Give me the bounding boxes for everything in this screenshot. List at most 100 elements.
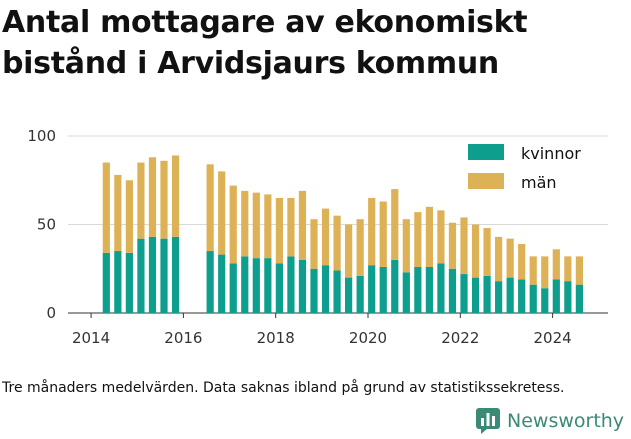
bar-kvinnor — [460, 274, 468, 313]
x-tick: 2020 — [349, 329, 387, 347]
bar-man — [379, 201, 387, 267]
bar-kvinnor — [252, 258, 260, 313]
bar-kvinnor — [114, 251, 122, 313]
x-tick: 2024 — [534, 329, 572, 347]
legend: kvinnor män — [468, 144, 581, 192]
bar-kvinnor — [529, 284, 537, 313]
bar-man — [529, 256, 537, 285]
bar-man — [218, 171, 226, 255]
bar-kvinnor — [541, 288, 549, 313]
bar-man — [241, 190, 249, 257]
bar-kvinnor — [414, 266, 422, 313]
bar-kvinnor — [425, 266, 433, 313]
bar-man — [564, 256, 572, 282]
bar-man — [160, 160, 168, 239]
bar-man — [114, 174, 122, 252]
bar-man — [460, 217, 468, 275]
bar-man — [137, 162, 145, 239]
y-tick-label: 0 — [46, 304, 56, 322]
bar-kvinnor — [506, 277, 514, 313]
bar-man — [414, 212, 422, 267]
bar-kvinnor — [137, 238, 145, 313]
bar-kvinnor — [321, 265, 330, 313]
bar-kvinnor — [298, 259, 307, 313]
bar-man — [148, 157, 157, 237]
chart-title: Antal mottagare av ekonomiskt bistånd i … — [2, 5, 528, 81]
bar-kvinnor — [483, 275, 491, 313]
bar-man — [471, 224, 480, 278]
x-tick-label: 2020 — [349, 329, 387, 347]
bar-kvinnor — [391, 259, 399, 313]
chart-caption: Tre månaders medelvärden. Data saknas ib… — [2, 380, 565, 396]
bar-man — [264, 194, 272, 259]
bar-kvinnor — [125, 252, 133, 313]
bar-man — [368, 197, 376, 266]
bar-man — [125, 180, 133, 253]
bar-man — [402, 219, 410, 273]
bar-man — [171, 155, 180, 237]
bar-kvinnor — [333, 270, 341, 313]
y-tick-label: 50 — [37, 216, 56, 234]
bar-kvinnor — [218, 254, 226, 313]
bar-man — [425, 206, 433, 267]
bar-man — [229, 185, 237, 264]
bar-kvinnor — [310, 268, 318, 313]
bar-kvinnor — [102, 252, 110, 313]
bar-man — [506, 238, 514, 278]
y-tick: 50 — [37, 216, 56, 234]
bar-kvinnor — [495, 281, 503, 313]
bar-man — [102, 162, 110, 253]
bar-kvinnor — [552, 279, 560, 313]
bar-kvinnor — [264, 258, 272, 313]
legend-swatch — [468, 144, 504, 160]
x-tick: 2016 — [164, 329, 202, 347]
bar-kvinnor — [171, 236, 180, 313]
bar-kvinnor — [437, 263, 445, 313]
x-tick: 2018 — [257, 329, 295, 347]
x-tick-label: 2022 — [441, 329, 479, 347]
bar-kvinnor — [379, 266, 387, 313]
y-tick: 100 — [27, 127, 56, 145]
bar-man — [575, 256, 583, 285]
bar-kvinnor — [368, 265, 376, 313]
bar-man — [252, 192, 260, 259]
x-tick: 2014 — [72, 329, 110, 347]
bar-kvinnor — [160, 238, 168, 313]
x-tick-label: 2024 — [534, 329, 572, 347]
y-tick-label: 100 — [27, 127, 56, 145]
bar-man — [345, 224, 353, 278]
bar-man — [483, 228, 491, 276]
bar-kvinnor — [518, 279, 526, 313]
bar-man — [437, 210, 445, 264]
bar-man — [541, 256, 549, 289]
bar-man — [333, 215, 341, 271]
brand-logo: Newsworthy — [476, 406, 624, 436]
bar-kvinnor — [206, 251, 214, 313]
bar-man — [518, 243, 526, 280]
bar-man — [552, 249, 560, 280]
y-axis: 0 50 100 — [27, 127, 56, 322]
bar-chart-logo-icon — [476, 408, 500, 434]
bar-kvinnor — [241, 256, 249, 313]
bar-man — [287, 197, 295, 257]
y-tick: 0 — [46, 304, 56, 322]
bar-kvinnor — [575, 284, 583, 313]
x-tick-label: 2016 — [164, 329, 202, 347]
bar-kvinnor — [275, 263, 283, 313]
brand-name: Newsworthy — [507, 410, 625, 432]
bar-man — [356, 219, 364, 276]
bar-man — [448, 222, 457, 269]
bar-kvinnor — [229, 263, 237, 313]
bar-man — [321, 208, 330, 266]
bar-man — [206, 164, 214, 252]
bar-kvinnor — [471, 277, 480, 313]
bar-man — [495, 236, 503, 282]
legend-label: kvinnor — [521, 144, 581, 163]
x-tick: 2022 — [441, 329, 479, 347]
legend-label: män — [521, 173, 557, 192]
bars — [102, 155, 583, 313]
bar-kvinnor — [287, 256, 295, 313]
x-tick-label: 2018 — [257, 329, 295, 347]
bar-man — [275, 197, 283, 264]
bar-man — [391, 189, 399, 260]
